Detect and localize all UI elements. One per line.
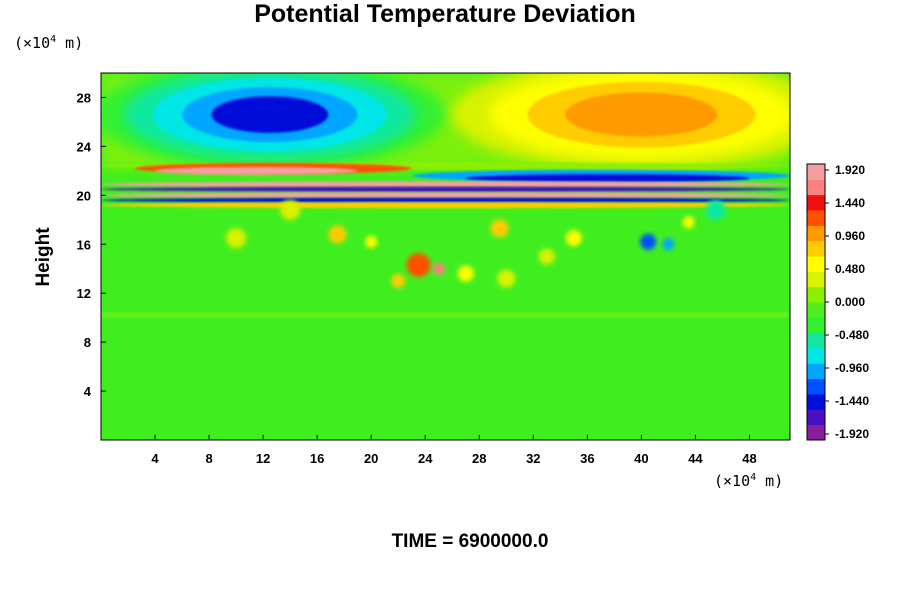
y-tick-label-6: 28 bbox=[77, 90, 91, 105]
anomaly-spot-2 bbox=[406, 253, 431, 278]
anomaly-spot-0 bbox=[328, 225, 347, 244]
warm-anomaly-level bbox=[603, 103, 680, 126]
plot-frame bbox=[100, 72, 791, 441]
warm-anomaly bbox=[451, 73, 790, 170]
colorbar-swatch-9 bbox=[807, 286, 825, 303]
y-tick-label-2: 12 bbox=[77, 286, 91, 301]
x-tick-label-3: 16 bbox=[310, 451, 324, 466]
colorbar-label-2: 0.960 bbox=[835, 229, 865, 243]
colorbar: 1.920 1.440 0.960 0.480 0.000 -0.480 -0.960 -1.… bbox=[806, 163, 869, 441]
anomaly-spot-8 bbox=[662, 238, 675, 251]
x-tick-label-10: 44 bbox=[688, 451, 703, 466]
colorbar-label-3: 0.480 bbox=[835, 262, 865, 276]
x-axis-ticks: 4 8 12 16 20 24 28 32 36 40 44 48 bbox=[151, 435, 757, 466]
low-layer bbox=[101, 312, 790, 317]
cold-anomaly-level bbox=[240, 105, 300, 124]
anomaly-spot-9 bbox=[682, 216, 695, 229]
heatmap-field bbox=[101, 73, 790, 440]
colorbar-label-7: -1.440 bbox=[835, 394, 869, 408]
time-label: TIME = 6900000.0 bbox=[391, 531, 549, 552]
y-tick-label-1: 8 bbox=[84, 335, 91, 350]
colorbar-swatch-11 bbox=[807, 256, 825, 272]
y-axis-unit: (×104 m) bbox=[14, 34, 84, 52]
anomaly-spot-11 bbox=[705, 200, 726, 221]
band-dark bbox=[101, 186, 790, 192]
anomaly-spot-13 bbox=[497, 269, 516, 288]
colorbar-swatch-5 bbox=[807, 348, 825, 364]
anomaly-spot-12 bbox=[226, 228, 247, 249]
colorbar-swatch-4 bbox=[807, 363, 825, 380]
y-tick-label-0: 4 bbox=[84, 384, 92, 399]
x-tick-label-6: 28 bbox=[472, 451, 486, 466]
colorbar-swatch-2 bbox=[807, 394, 825, 410]
anomaly-spot-4 bbox=[457, 265, 474, 282]
colorbar-label-4: 0.000 bbox=[835, 295, 865, 309]
colorbar-swatch-12 bbox=[807, 240, 825, 257]
colorbar-swatch-16 bbox=[807, 179, 825, 196]
cold-anomaly bbox=[101, 73, 445, 170]
colorbar-swatch-13 bbox=[807, 225, 825, 242]
colorbar-label-0: 1.920 bbox=[835, 163, 865, 177]
chart-title: Potential Temperature Deviation bbox=[254, 0, 636, 28]
y-tick-label-3: 16 bbox=[77, 237, 91, 252]
colorbar-swatch-8 bbox=[807, 302, 825, 318]
colorbar-swatch-7 bbox=[807, 317, 825, 334]
band-pink bbox=[101, 181, 790, 188]
colorbar-swatch-1 bbox=[807, 409, 825, 426]
anomaly-spot-5 bbox=[490, 219, 509, 238]
band-blue bbox=[101, 197, 790, 203]
colorbar-swatch-0 bbox=[807, 424, 825, 441]
warm-band-core bbox=[155, 166, 358, 175]
colorbar-swatch-10 bbox=[807, 271, 825, 288]
anomaly-spot-3 bbox=[432, 262, 445, 275]
x-tick-label-11: 48 bbox=[742, 451, 756, 466]
x-tick-label-9: 40 bbox=[634, 451, 648, 466]
anomaly-spot-14 bbox=[391, 273, 406, 288]
y-tick-label-5: 24 bbox=[77, 139, 92, 154]
anomaly-spot-6 bbox=[565, 230, 582, 247]
x-tick-label-1: 8 bbox=[205, 451, 212, 466]
colorbar-label-6: -0.960 bbox=[835, 361, 869, 375]
colorbar-swatch-15 bbox=[807, 194, 825, 211]
band-pink-2 bbox=[101, 192, 790, 199]
x-axis-unit: (×104 m) bbox=[714, 472, 784, 490]
y-tick-label-4: 20 bbox=[77, 188, 91, 203]
colorbar-swatch-3 bbox=[807, 378, 825, 395]
colorbar-swatch-14 bbox=[807, 210, 825, 226]
y-axis-label: Height bbox=[33, 227, 54, 287]
anomaly-spot-10 bbox=[280, 200, 301, 221]
colorbar-label-5: -0.480 bbox=[835, 328, 869, 342]
colorbar-swatch-17 bbox=[807, 164, 825, 180]
x-tick-label-4: 20 bbox=[364, 451, 378, 466]
y-axis-ticks: 4 8 12 16 20 24 28 bbox=[77, 90, 106, 399]
anomaly-spot-1 bbox=[365, 235, 378, 248]
x-tick-label-8: 36 bbox=[580, 451, 594, 466]
colorbar-label-8: -1.920 bbox=[835, 427, 869, 441]
x-tick-label-0: 4 bbox=[151, 451, 159, 466]
cold-band-core bbox=[465, 174, 750, 183]
colorbar-label-1: 1.440 bbox=[835, 196, 865, 210]
x-tick-label-2: 12 bbox=[256, 451, 270, 466]
anomaly-spot-7 bbox=[640, 233, 657, 250]
band-yellow bbox=[101, 202, 790, 209]
x-tick-label-7: 32 bbox=[526, 451, 540, 466]
colorbar-swatch-6 bbox=[807, 332, 825, 349]
anomaly-spot-15 bbox=[538, 248, 555, 265]
x-tick-label-5: 24 bbox=[418, 451, 433, 466]
